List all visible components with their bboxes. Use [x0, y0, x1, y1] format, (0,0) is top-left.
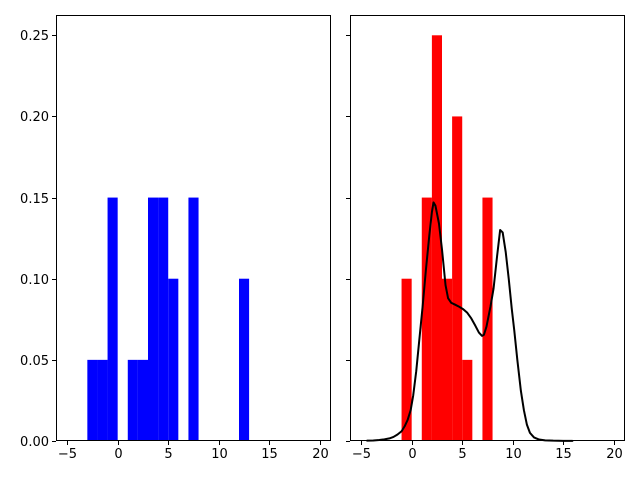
y-tick-label: 0.05: [20, 354, 49, 369]
x-tick-label: 20: [606, 447, 623, 462]
y-tick-label: 0.25: [20, 29, 49, 44]
right-axes-spines: [350, 15, 625, 441]
histogram-bar: [421, 197, 432, 441]
x-tick-label: −5: [58, 447, 77, 462]
histogram-bar: [452, 116, 463, 442]
histogram-bar: [107, 197, 118, 441]
histogram-bar: [158, 197, 169, 441]
x-tick-label: 5: [164, 447, 172, 462]
kde-curve: [366, 201, 574, 442]
x-tick-label: 15: [555, 447, 572, 462]
histogram-bar: [168, 278, 179, 441]
x-tick-label: −5: [352, 447, 371, 462]
y-tick-label: 0.10: [20, 273, 49, 288]
left-subplot: −5 0 5 10 15 20 0.00 0.05 0.10 0.15 0.20 0.25: [20, 15, 331, 462]
x-tick-label: 20: [312, 447, 329, 462]
histogram-bar: [462, 359, 473, 441]
histogram-bar: [188, 197, 199, 441]
x-tick-label: 0: [114, 447, 122, 462]
right-subplot: −5 0 5 10 15 20: [346, 15, 625, 462]
histogram-bar: [442, 278, 453, 441]
x-tick-label: 5: [458, 447, 466, 462]
histogram-bar: [148, 197, 159, 441]
y-tick-label: 0.20: [20, 110, 49, 125]
x-tick-label: 10: [211, 447, 228, 462]
y-tick-label: 0.15: [20, 192, 49, 207]
x-tick-label: 15: [261, 447, 278, 462]
histogram-bar: [239, 278, 250, 441]
y-tick-label: 0.00: [20, 435, 49, 450]
histogram-bar: [431, 35, 442, 441]
histogram-bar: [97, 359, 108, 441]
histogram-bar: [87, 359, 98, 441]
histogram-bar: [127, 359, 138, 441]
histogram-bar: [401, 278, 412, 441]
x-tick-label: 0: [408, 447, 416, 462]
x-tick-label: 10: [505, 447, 522, 462]
histogram-bar: [137, 359, 148, 441]
left-axes-spines: [56, 15, 331, 441]
left-histogram-bars: [87, 197, 250, 441]
